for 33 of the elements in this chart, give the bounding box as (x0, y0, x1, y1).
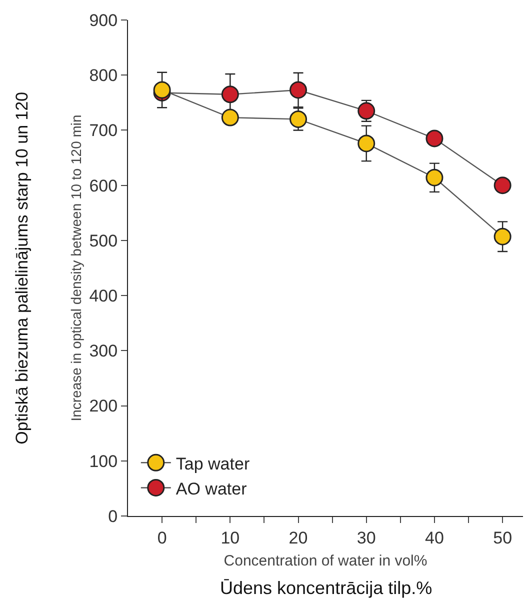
y-tick-label: 400 (89, 286, 118, 306)
legend-label: AO water (176, 479, 248, 498)
legend-label: Tap water (176, 454, 250, 474)
x-axis-title: Concentration of water in vol% (224, 552, 428, 570)
y-tick-label: 0 (108, 506, 118, 526)
text: Ūdens koncentrācija tilp.% (220, 578, 432, 598)
x-tick-label: 30 (356, 528, 376, 548)
point (494, 228, 512, 246)
point (426, 168, 444, 186)
y-tick-label: 700 (89, 121, 118, 140)
y-axis-title: Increase in optical density between 10 to 120 min (68, 114, 84, 422)
y-tick-label: 800 (89, 66, 118, 86)
x-tick-label: 0 (157, 528, 167, 548)
point (221, 108, 239, 126)
point (290, 81, 308, 99)
y-tick-label: 300 (89, 342, 118, 361)
x-tick-label: 20 (288, 528, 308, 548)
x-tick-label: 10 (220, 528, 240, 548)
point (426, 130, 444, 148)
point (494, 176, 512, 194)
y-tick-label: 900 (89, 10, 118, 30)
y-tick-label: 200 (89, 396, 118, 416)
y-tick-label: 600 (89, 176, 118, 196)
point (358, 134, 376, 152)
y-tick-label: 500 (89, 231, 118, 250)
point (358, 102, 376, 120)
y-tick-label: 100 (89, 452, 118, 471)
point (221, 86, 239, 104)
x-tick-label: 40 (425, 528, 444, 548)
point (290, 110, 308, 128)
text: Optiskā biezuma palielinājums starp 10 un 120 (12, 92, 32, 444)
x-tick-label: 50 (493, 528, 512, 548)
point (153, 81, 171, 99)
